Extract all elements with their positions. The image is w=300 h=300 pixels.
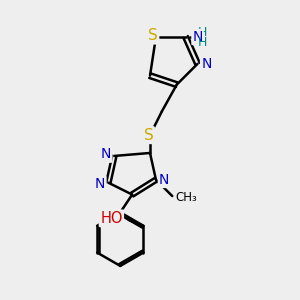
Text: N: N xyxy=(101,148,111,161)
Text: N: N xyxy=(201,57,212,71)
Text: H: H xyxy=(197,37,207,50)
Text: N: N xyxy=(192,30,203,44)
Text: N: N xyxy=(159,173,169,187)
Text: S: S xyxy=(148,28,158,43)
Text: S: S xyxy=(144,128,153,142)
Text: N: N xyxy=(95,177,105,191)
Text: HO: HO xyxy=(100,211,123,226)
Text: CH₃: CH₃ xyxy=(176,191,198,204)
Text: H: H xyxy=(197,26,207,39)
